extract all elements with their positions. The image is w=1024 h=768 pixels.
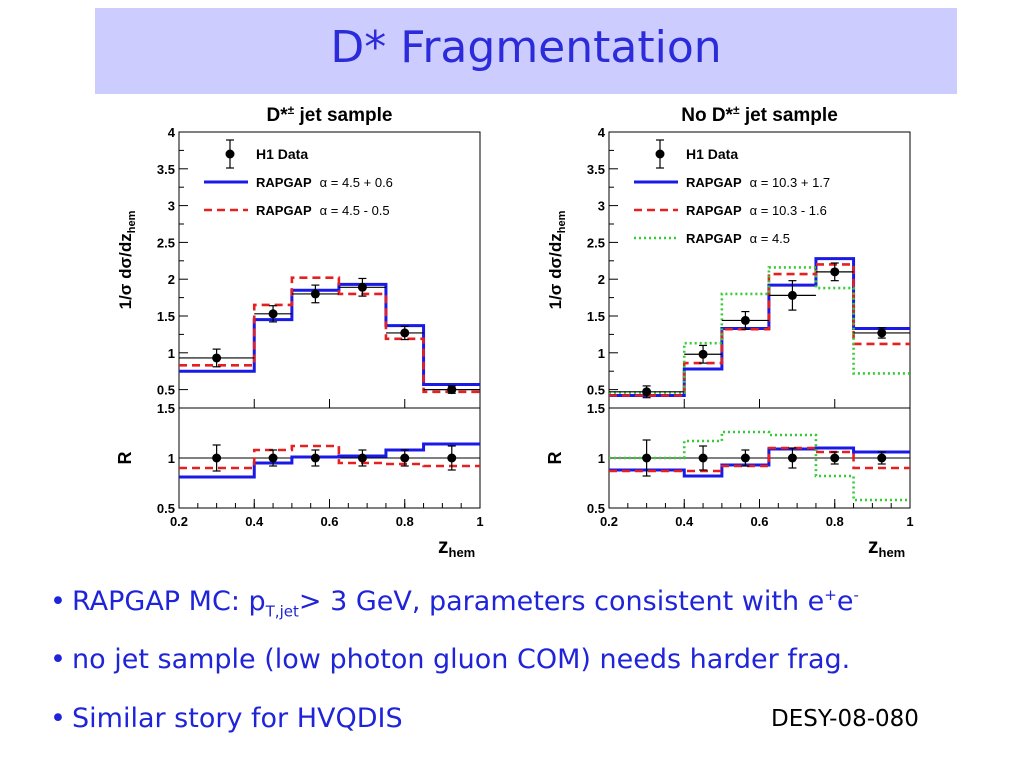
ratio-point [357,453,367,463]
y-axis-label: 1/σ dσ/dzhem [116,210,138,309]
y-tick-label: 3.5 [157,162,175,177]
x-tick-label: 1 [906,514,913,529]
x-tick-label: 1 [476,514,483,529]
ratio-axis-label: R [545,452,565,465]
x-tick-label: 0.4 [245,514,264,529]
ratio-tick-label: 1.5 [157,401,175,416]
legend-entry-solid: RAPGAP α = 4.5 + 0.6 [256,175,393,190]
ratio-tick-label: 1 [598,451,605,466]
y-tick-label: 2.5 [157,235,175,250]
data-point [740,315,750,325]
y-tick-label: 3 [598,199,605,214]
ratio-point [740,453,750,463]
ratio-axis-label: R [115,452,135,465]
ratio-histogram-solid [179,442,480,479]
mc-histogram-dashed [609,263,910,397]
data-point [642,387,652,397]
mc-histogram-dashed [179,276,480,394]
y-tick-label: 1.5 [157,309,175,324]
y-tick-label: 4 [598,125,606,140]
data-point [447,385,457,395]
slide-title: D* Fragmentation [330,22,722,73]
mc-histogram-dotted [609,266,910,394]
x-tick-label: 0.8 [826,514,844,529]
chart-left: D*± jet sample 0.5 1 1.5 2 2.5 3 3.5 4 0.5 1 1.5 0.2… [115,103,484,560]
legend-data-marker [225,149,235,159]
x-axis-label: zhem [868,535,905,560]
y-tick-label: 2.5 [587,235,605,250]
ratio-point [698,453,708,463]
legend-entry-solid: RAPGAP α = 10.3 + 1.7 [686,175,830,190]
ratio-point [400,453,410,463]
ratio-point [787,453,797,463]
mc-histogram-solid [609,257,910,397]
x-tick-label: 0.6 [320,514,338,529]
ratio-point [830,453,840,463]
legend-entry-dashed: RAPGAP α = 10.3 - 1.6 [686,203,827,218]
data-point [357,282,367,292]
reference-label: DESY-08-080 [771,706,919,732]
data-point [268,309,278,319]
bullet-item-2: • no jet sample (low photon gluon COM) ne… [50,644,851,675]
ratio-point [447,453,457,463]
mc-histogram-solid [179,282,480,386]
x-axis-label: zhem [438,535,475,560]
y-tick-label: 4 [168,125,176,140]
y-tick-label: 2 [168,272,175,287]
data-point [400,328,410,338]
bullet-item-3: • Similar story for HVQDIS [50,703,403,734]
x-tick-label: 0.8 [396,514,414,529]
y-tick-label: 1 [598,346,605,361]
title-bar: D* Fragmentation [95,8,957,94]
y-tick-label: 0.5 [587,383,605,398]
ratio-point [212,453,222,463]
y-tick-label: 0.5 [157,383,175,398]
bullet-item-1: • RAPGAP MC: pT,jet> 3 GeV, parameters co… [50,586,859,621]
x-tick-label: 0.6 [750,514,768,529]
y-tick-label: 1 [168,346,175,361]
chart-right: No D*± jet sample 0.5 1 1.5 2 2.5 3 3.5 4 0.5 1 1.5… [545,103,914,560]
ratio-point [877,453,887,463]
data-point [830,267,840,277]
legend-data-marker [655,149,665,159]
ratio-point [642,453,652,463]
ratio-point [268,453,278,463]
chart-title: D*± jet sample [267,103,393,126]
data-point [212,353,222,363]
ratio-tick-label: 0.5 [587,501,605,516]
data-point [698,349,708,359]
y-tick-label: 1.5 [587,309,605,324]
data-point [310,289,320,299]
legend-entry-dashed: RAPGAP α = 4.5 - 0.5 [256,203,390,218]
ratio-tick-label: 1.5 [587,401,605,416]
x-tick-label: 0.4 [675,514,694,529]
ratio-point [310,453,320,463]
main-plot-frame [608,131,911,409]
ratio-tick-label: 0.5 [157,501,175,516]
y-tick-label: 3 [168,199,175,214]
data-point [877,328,887,338]
legend-entry-data: H1 Data [686,146,738,162]
x-tick-label: 0.2 [170,514,188,529]
y-tick-label: 2 [598,272,605,287]
ratio-tick-label: 1 [168,451,175,466]
chart-title: No D*± jet sample [681,103,838,126]
y-axis-label: 1/σ dσ/dzhem [546,210,568,309]
y-tick-label: 3.5 [587,162,605,177]
x-tick-label: 0.2 [600,514,618,529]
legend-entry-dotted: RAPGAP α = 4.5 [686,231,790,246]
data-point [787,290,797,300]
ratio-histogram-dashed [609,446,910,473]
legend-entry-data: H1 Data [256,146,308,162]
